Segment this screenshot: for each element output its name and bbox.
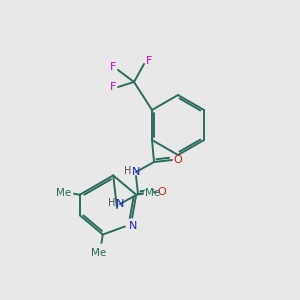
Text: F: F (146, 56, 152, 66)
Text: N: N (116, 199, 124, 209)
Text: O: O (174, 155, 182, 165)
Text: Me: Me (56, 188, 71, 198)
Text: F: F (110, 62, 116, 72)
Text: N: N (129, 221, 137, 231)
Text: N: N (132, 167, 140, 177)
Text: Me: Me (145, 188, 160, 198)
Text: H: H (108, 198, 115, 208)
Text: F: F (110, 82, 116, 92)
Text: O: O (158, 187, 166, 197)
Text: H: H (124, 166, 131, 176)
Text: Me: Me (91, 248, 106, 257)
